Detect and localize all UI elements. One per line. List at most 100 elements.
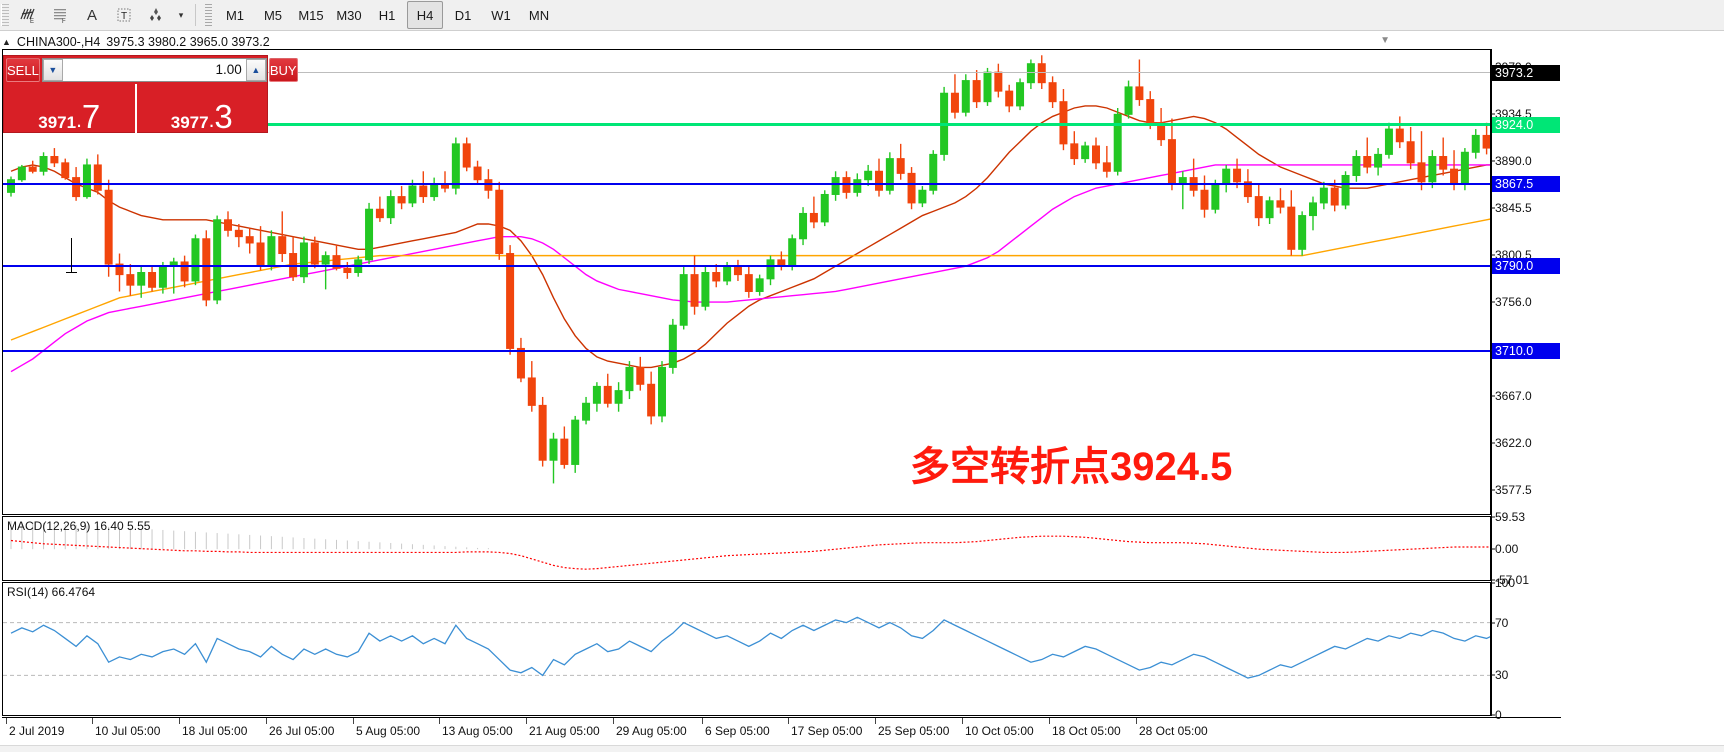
candle-body [1254, 196, 1263, 219]
candle-body [582, 402, 591, 421]
volume-decrease-button[interactable]: ▼ [42, 59, 63, 81]
timeframe-h1[interactable]: H1 [378, 7, 396, 23]
price-tick: 3756.0 [1491, 295, 1532, 309]
expander-icon[interactable]: ▲ [2, 37, 11, 47]
candle-body [321, 255, 330, 265]
volume-input[interactable] [62, 59, 246, 81]
candle-body [1081, 145, 1090, 160]
time-axis-label: 5 Aug 05:00 [356, 724, 421, 738]
candle-body [202, 238, 211, 301]
last-price-line[interactable] [3, 72, 1490, 74]
candle-body [744, 274, 753, 292]
candle-body [1059, 101, 1068, 145]
candle-body [28, 166, 37, 172]
price-axis[interactable]: 3979.03934.53890.03845.53800.53756.03710… [1491, 49, 1561, 722]
indicators-icon[interactable]: E [13, 1, 43, 29]
rsi-pane[interactable]: RSI(14) 66.4764 [2, 582, 1672, 716]
objects-icon[interactable] [141, 1, 171, 29]
sell-price-integer: 3971 [38, 113, 77, 132]
time-axis-label: 2 Jul 2019 [9, 724, 65, 738]
candle-body [799, 212, 808, 240]
candle-body [875, 170, 883, 191]
rsi-tick-label: 30 [1495, 668, 1509, 683]
candle-body [115, 263, 124, 276]
text-label-icon[interactable]: T [109, 1, 139, 29]
candle-body [473, 166, 482, 181]
volume-increase-button[interactable]: ▲ [245, 59, 266, 81]
candle-body [1048, 82, 1057, 103]
sell-price-dot: . [76, 109, 82, 132]
buy-price[interactable]: 3977 . 3 [134, 84, 268, 133]
candle-body [755, 278, 764, 292]
candle-body [538, 404, 547, 461]
horizontal-scrollbar[interactable] [0, 745, 1724, 752]
svg-text:T: T [121, 11, 127, 22]
time-tick [613, 718, 614, 724]
buy-button[interactable]: BUY [268, 58, 298, 82]
candle-body [658, 366, 666, 417]
buy-price-dot: . [208, 109, 215, 132]
macd-pane[interactable]: MACD(12,26,9) 16.40 5.55 [2, 516, 1693, 581]
sell-price[interactable]: 3971 . 7 [4, 84, 135, 133]
candle-body [961, 80, 970, 113]
candle-body [549, 438, 558, 461]
candle-body [180, 261, 189, 282]
volume-field[interactable]: ▼ ▲ [41, 58, 267, 82]
support-line-3710[interactable] [3, 349, 1490, 352]
candle-body [853, 179, 862, 193]
time-axis-label: 25 Sep 05:00 [878, 724, 950, 738]
candle-body [831, 177, 840, 195]
resistance-line-3867[interactable] [3, 183, 1490, 186]
timeframe-h4[interactable]: H4 [407, 1, 443, 29]
candle-body [1384, 128, 1393, 155]
candle-body [451, 143, 460, 189]
candle-body [766, 259, 775, 280]
candle-body [1460, 151, 1469, 185]
time-tick [439, 718, 440, 724]
time-tick [92, 718, 93, 724]
chart-window: ▲ CHINA300-,H4 3975.3 3980.2 3965.0 3973… [0, 31, 1724, 752]
time-axis-label: 13 Aug 05:00 [442, 724, 513, 738]
candle-body [1200, 189, 1209, 210]
chevron-down-icon[interactable]: ▾ [178, 9, 184, 20]
text-icon[interactable]: A [86, 6, 97, 24]
support-line-3710-label: 3710.0 [1492, 342, 1560, 359]
time-axis-label: 10 Oct 05:00 [965, 724, 1034, 738]
toolbar-grip[interactable] [1, 4, 9, 26]
candle-body [256, 242, 265, 267]
support-line-3790[interactable] [3, 265, 1490, 268]
sell-button[interactable]: SELL [6, 58, 40, 82]
candle-body [1265, 200, 1274, 219]
grid-icon[interactable]: F [45, 1, 75, 29]
candle-body [1135, 86, 1144, 101]
time-tick [266, 718, 267, 724]
last-price-line-label: 3973.2 [1492, 64, 1560, 81]
timeframe-m30[interactable]: M30 [336, 7, 362, 23]
timeframe-d1[interactable]: D1 [454, 7, 472, 23]
timeframe-m5[interactable]: M5 [263, 7, 283, 23]
time-tick [6, 718, 7, 724]
order-panel-top: SELL ▼ ▲ BUY [4, 56, 298, 84]
timeframe-m15[interactable]: M15 [298, 7, 324, 23]
time-axis-label: 10 Jul 05:00 [95, 724, 161, 738]
timeframe-grip[interactable] [205, 4, 212, 26]
candle-body [1374, 153, 1383, 168]
time-tick [702, 718, 703, 724]
candle-body [224, 219, 232, 231]
timeframe-m1[interactable]: M1 [225, 7, 245, 23]
timeframe-mn[interactable]: MN [528, 7, 550, 23]
time-axis[interactable]: 2 Jul 2019 10 Jul 05:00 18 Jul 05:00 26 Jul… [2, 717, 1561, 745]
macd-plot [10, 521, 1693, 570]
timeframe-w1[interactable]: W1 [491, 7, 511, 23]
candle-body [516, 347, 525, 379]
support-line-3924[interactable] [3, 123, 1490, 127]
candle-body [1439, 156, 1448, 170]
candle-body [1243, 181, 1252, 198]
candle-body [1330, 187, 1339, 206]
ma-red [10, 105, 1661, 369]
collapse-icon[interactable]: ▼ [1380, 35, 1390, 46]
candle-body [809, 212, 818, 223]
candle-body [950, 92, 959, 113]
candle-body [1428, 156, 1437, 183]
candle-body [1352, 156, 1361, 176]
